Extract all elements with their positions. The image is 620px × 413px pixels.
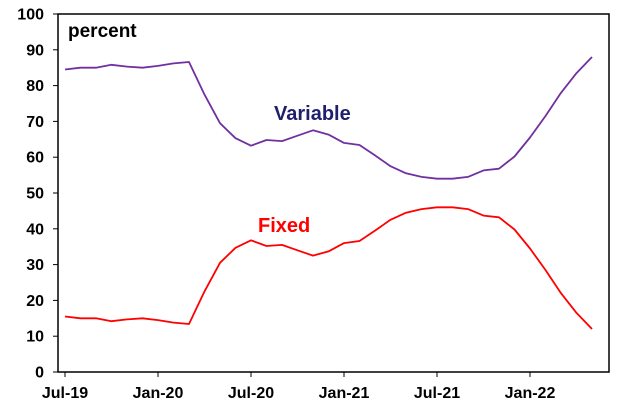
y-tick-label: 100 <box>17 7 44 24</box>
x-tick-label: Jan-21 <box>319 385 370 402</box>
x-axis: Jul-19 Jan-20 Jul-20 Jan-21 Jul-21 Jan-22 <box>42 372 556 402</box>
y-tick-label: 70 <box>26 114 44 131</box>
y-tick-label: 0 <box>35 365 44 382</box>
x-tick-label: Jul-20 <box>228 385 274 402</box>
series-group <box>64 56 593 330</box>
y-tick-label: 10 <box>26 329 44 346</box>
y-tick-label: 60 <box>26 150 44 167</box>
y-tick-label: 40 <box>26 221 44 238</box>
series-line-fixed <box>64 206 593 330</box>
unit-label: percent <box>68 21 137 42</box>
x-tick-label: Jul-19 <box>42 385 88 402</box>
y-axis: 0 10 20 30 40 50 60 70 80 90 100 <box>17 7 58 382</box>
series-label-variable: Variable <box>274 103 351 125</box>
x-tick-label: Jan-22 <box>505 385 556 402</box>
x-tick-label: Jul-21 <box>414 385 460 402</box>
y-tick-label: 50 <box>26 186 44 203</box>
series-line-variable <box>64 56 593 180</box>
x-tick-label: Jan-20 <box>133 385 184 402</box>
y-tick-label: 30 <box>26 257 44 274</box>
y-tick-label: 20 <box>26 293 44 310</box>
series-label-fixed: Fixed <box>258 215 310 237</box>
y-tick-label: 80 <box>26 78 44 95</box>
y-tick-label: 90 <box>26 42 44 59</box>
